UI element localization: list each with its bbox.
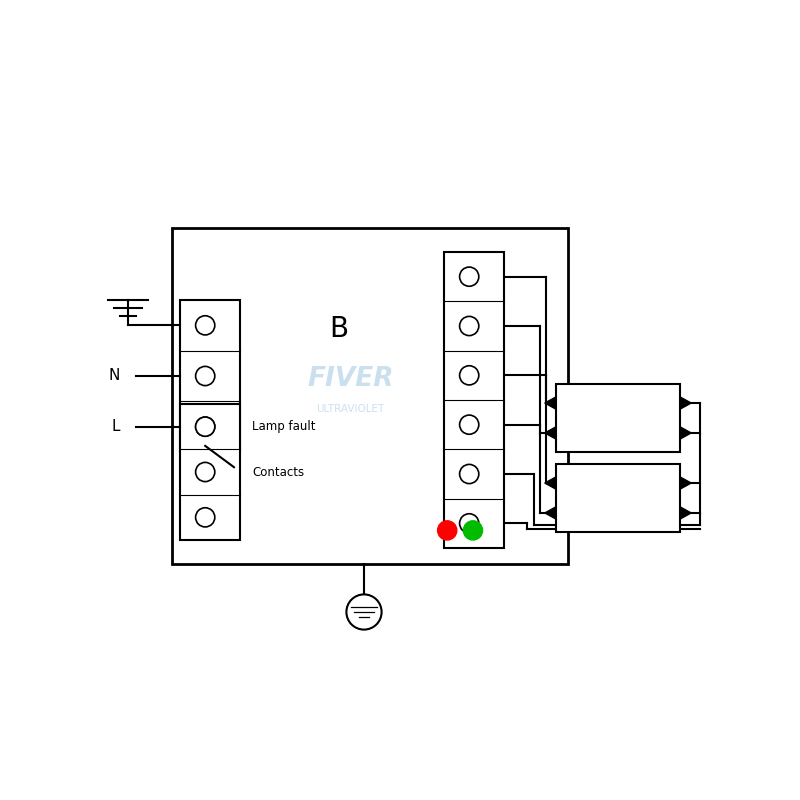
- Text: FIVER: FIVER: [307, 366, 394, 392]
- Circle shape: [438, 521, 457, 540]
- Bar: [444, 252, 504, 548]
- Circle shape: [196, 462, 214, 482]
- Circle shape: [196, 316, 214, 335]
- Polygon shape: [545, 397, 556, 409]
- Bar: [180, 300, 240, 452]
- Circle shape: [459, 267, 479, 286]
- Text: Contacts: Contacts: [252, 466, 304, 478]
- Circle shape: [459, 514, 479, 533]
- Circle shape: [459, 464, 479, 483]
- Polygon shape: [545, 507, 556, 519]
- Bar: [556, 384, 680, 452]
- Circle shape: [463, 521, 482, 540]
- Circle shape: [196, 417, 214, 436]
- Text: B: B: [329, 314, 348, 342]
- Text: N: N: [109, 369, 120, 383]
- Polygon shape: [680, 507, 691, 519]
- Bar: [556, 464, 680, 532]
- Circle shape: [196, 366, 214, 386]
- Circle shape: [459, 415, 479, 434]
- Bar: [180, 404, 240, 540]
- Circle shape: [196, 417, 214, 436]
- Circle shape: [346, 594, 382, 630]
- Polygon shape: [680, 427, 691, 439]
- Polygon shape: [680, 397, 691, 409]
- Bar: [172, 228, 568, 564]
- Text: Lamp fault: Lamp fault: [252, 420, 315, 433]
- Circle shape: [196, 508, 214, 527]
- Circle shape: [459, 316, 479, 336]
- Polygon shape: [545, 477, 556, 489]
- Polygon shape: [680, 477, 691, 489]
- Text: L: L: [111, 419, 120, 434]
- Polygon shape: [545, 427, 556, 439]
- Circle shape: [459, 366, 479, 385]
- Text: ULTRAVIOLET: ULTRAVIOLET: [316, 405, 384, 414]
